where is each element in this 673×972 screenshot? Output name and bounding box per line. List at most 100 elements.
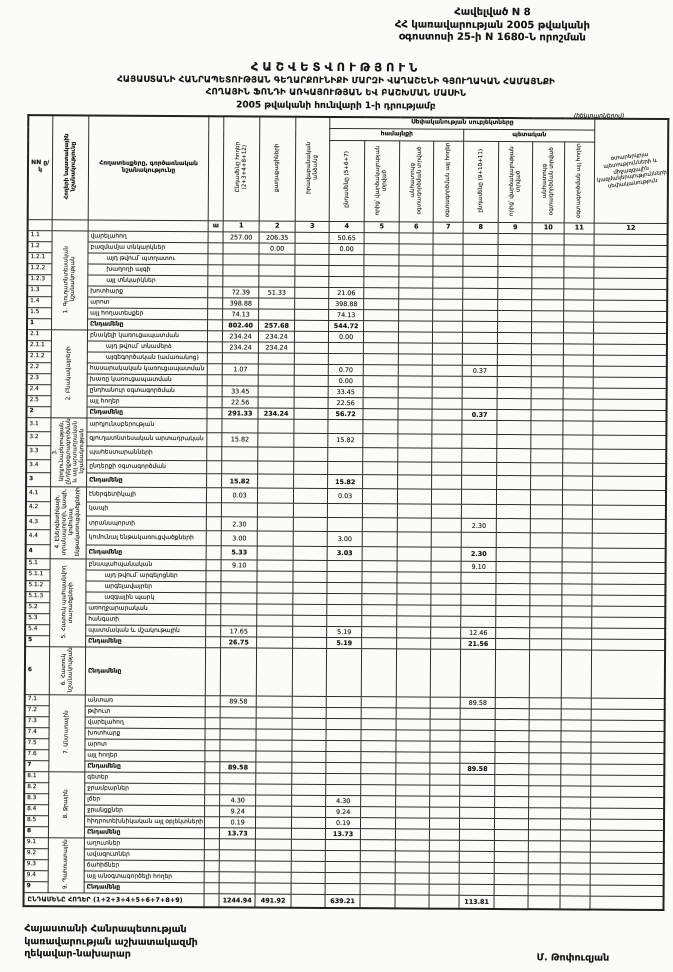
value-cell-col-12 [593,300,668,312]
value-cell-col-7 [432,387,463,399]
value-cell-col-12 [591,698,666,710]
value-cell-col-11 [562,490,593,505]
value-cell-col-6 [395,851,430,863]
row-number-cell: 1.4 [27,296,52,308]
value-cell-col-5 [363,309,399,321]
value-cell-col-7 [431,561,462,573]
value-cell-col-10 [530,518,563,534]
section-category-cell: 4. Էներգետիկայի, տրանսպորտի, կապի, կոմու… [49,486,87,560]
row-label-cell: այդ թվում՝ արգելոցներ [85,570,207,582]
value-cell-col-10 [528,862,561,875]
value-cell-col-8 [462,310,498,322]
value-cell-col-4 [327,582,363,594]
value-cell-col-6 [396,649,431,698]
value-cell-col-3 [292,604,327,616]
letter-column-cell [204,860,220,872]
value-cell-col-5 [362,582,398,595]
value-cell-col-3 [291,872,326,884]
column-number-8: 8 [463,222,499,234]
value-cell-col-5 [360,762,396,775]
value-cell-col-2 [258,375,295,387]
value-cell-col-8: 89.58 [459,763,495,775]
value-cell-col-4: 0.00 [328,375,364,387]
value-cell-col-9 [495,708,530,720]
value-cell-col-4 [326,615,362,627]
value-cell-col-1: 291.33 [222,407,259,420]
letter-column-cell [205,695,221,707]
value-cell-col-9 [494,884,529,896]
value-cell-col-4: 3.00 [327,531,363,547]
value-cell-col-5 [361,593,398,606]
value-cell-col-6 [397,489,432,504]
value-cell-col-6 [398,287,433,300]
row-number-cell: 1.3 [27,285,52,297]
value-cell-col-5 [360,850,396,863]
value-cell-col-1 [219,838,256,851]
value-cell-col-3 [291,883,326,895]
row-number-cell: 2.5 [26,395,51,407]
value-cell-col-10 [530,420,564,435]
section-category-label: 2. Բնակավայրերի [65,345,72,400]
value-cell-col-1: 15.82 [221,474,258,489]
value-cell-col-8 [460,649,496,698]
value-cell-col-7 [432,332,463,344]
value-cell-col-9 [494,818,529,830]
letter-column-cell [205,717,221,729]
grand-letter-cell [204,893,220,908]
value-cell-col-4 [327,503,363,518]
value-cell-col-9 [497,266,533,278]
value-cell-col-2: 206.35 [259,232,296,244]
value-cell-col-6 [395,774,430,786]
value-cell-col-6 [397,546,432,562]
table-body: 1.1 1. Գյուղատնտեսական նշանակության վարելա… [23,230,669,897]
value-cell-col-10 [531,398,564,410]
letter-column-cell [207,286,223,298]
value-cell-col-6 [397,503,432,519]
value-cell-col-2 [258,353,295,365]
value-cell-col-7 [429,829,460,841]
value-cell-col-9 [496,475,531,490]
value-cell-col-8 [461,475,497,490]
value-cell-col-4 [328,276,364,288]
letter-column-cell [207,264,224,276]
value-cell-col-5 [363,276,399,288]
row-label-cell: վարելահող [85,717,206,729]
value-cell-col-10 [531,277,564,289]
value-cell-col-9 [495,741,530,753]
colnum-blank-landtype [88,219,209,232]
value-cell-col-1 [220,648,257,697]
value-cell-col-11 [561,650,592,699]
value-cell-col-9 [497,332,532,344]
row-label-cell: բնակելի կառուցապատման [87,329,208,342]
section-category-label: 7. Անտառային [63,710,70,755]
value-cell-col-5 [362,433,398,448]
row-number-cell: 3.1 [26,417,51,432]
value-cell-col-6 [398,342,433,355]
value-cell-col-9 [497,354,532,366]
value-cell-col-9 [497,321,532,333]
value-cell-col-1 [221,502,258,518]
value-cell-col-8 [460,730,496,742]
value-cell-col-12 [591,595,666,607]
value-cell-col-4 [326,740,362,752]
letter-column-cell [205,728,221,740]
letter-column-cell [206,432,223,447]
section-category-label: 5. Հատուկ պահպանվող տարածքների [60,565,74,639]
value-cell-col-11 [563,266,595,279]
value-cell-col-4 [325,839,361,851]
row-label-cell: Ընդամենը [86,544,207,560]
value-cell-col-2 [257,446,294,461]
value-cell-col-6 [397,475,432,490]
value-cell-col-4 [326,707,362,719]
value-cell-col-10 [528,752,562,765]
value-cell-col-12 [593,278,668,290]
value-cell-col-8 [463,244,499,256]
value-cell-col-8 [460,594,497,606]
header-col-7: օգտագործման այլ հողեր [433,141,464,223]
row-number-cell: 5.1.2 [25,580,50,593]
header-landtype: Հողատեսքերը, գործառնական նշանակությունը [88,114,209,221]
value-cell-col-9 [496,561,531,573]
value-cell-col-12 [592,584,666,596]
letter-column-cell [205,603,221,616]
value-cell-col-6 [395,796,430,808]
